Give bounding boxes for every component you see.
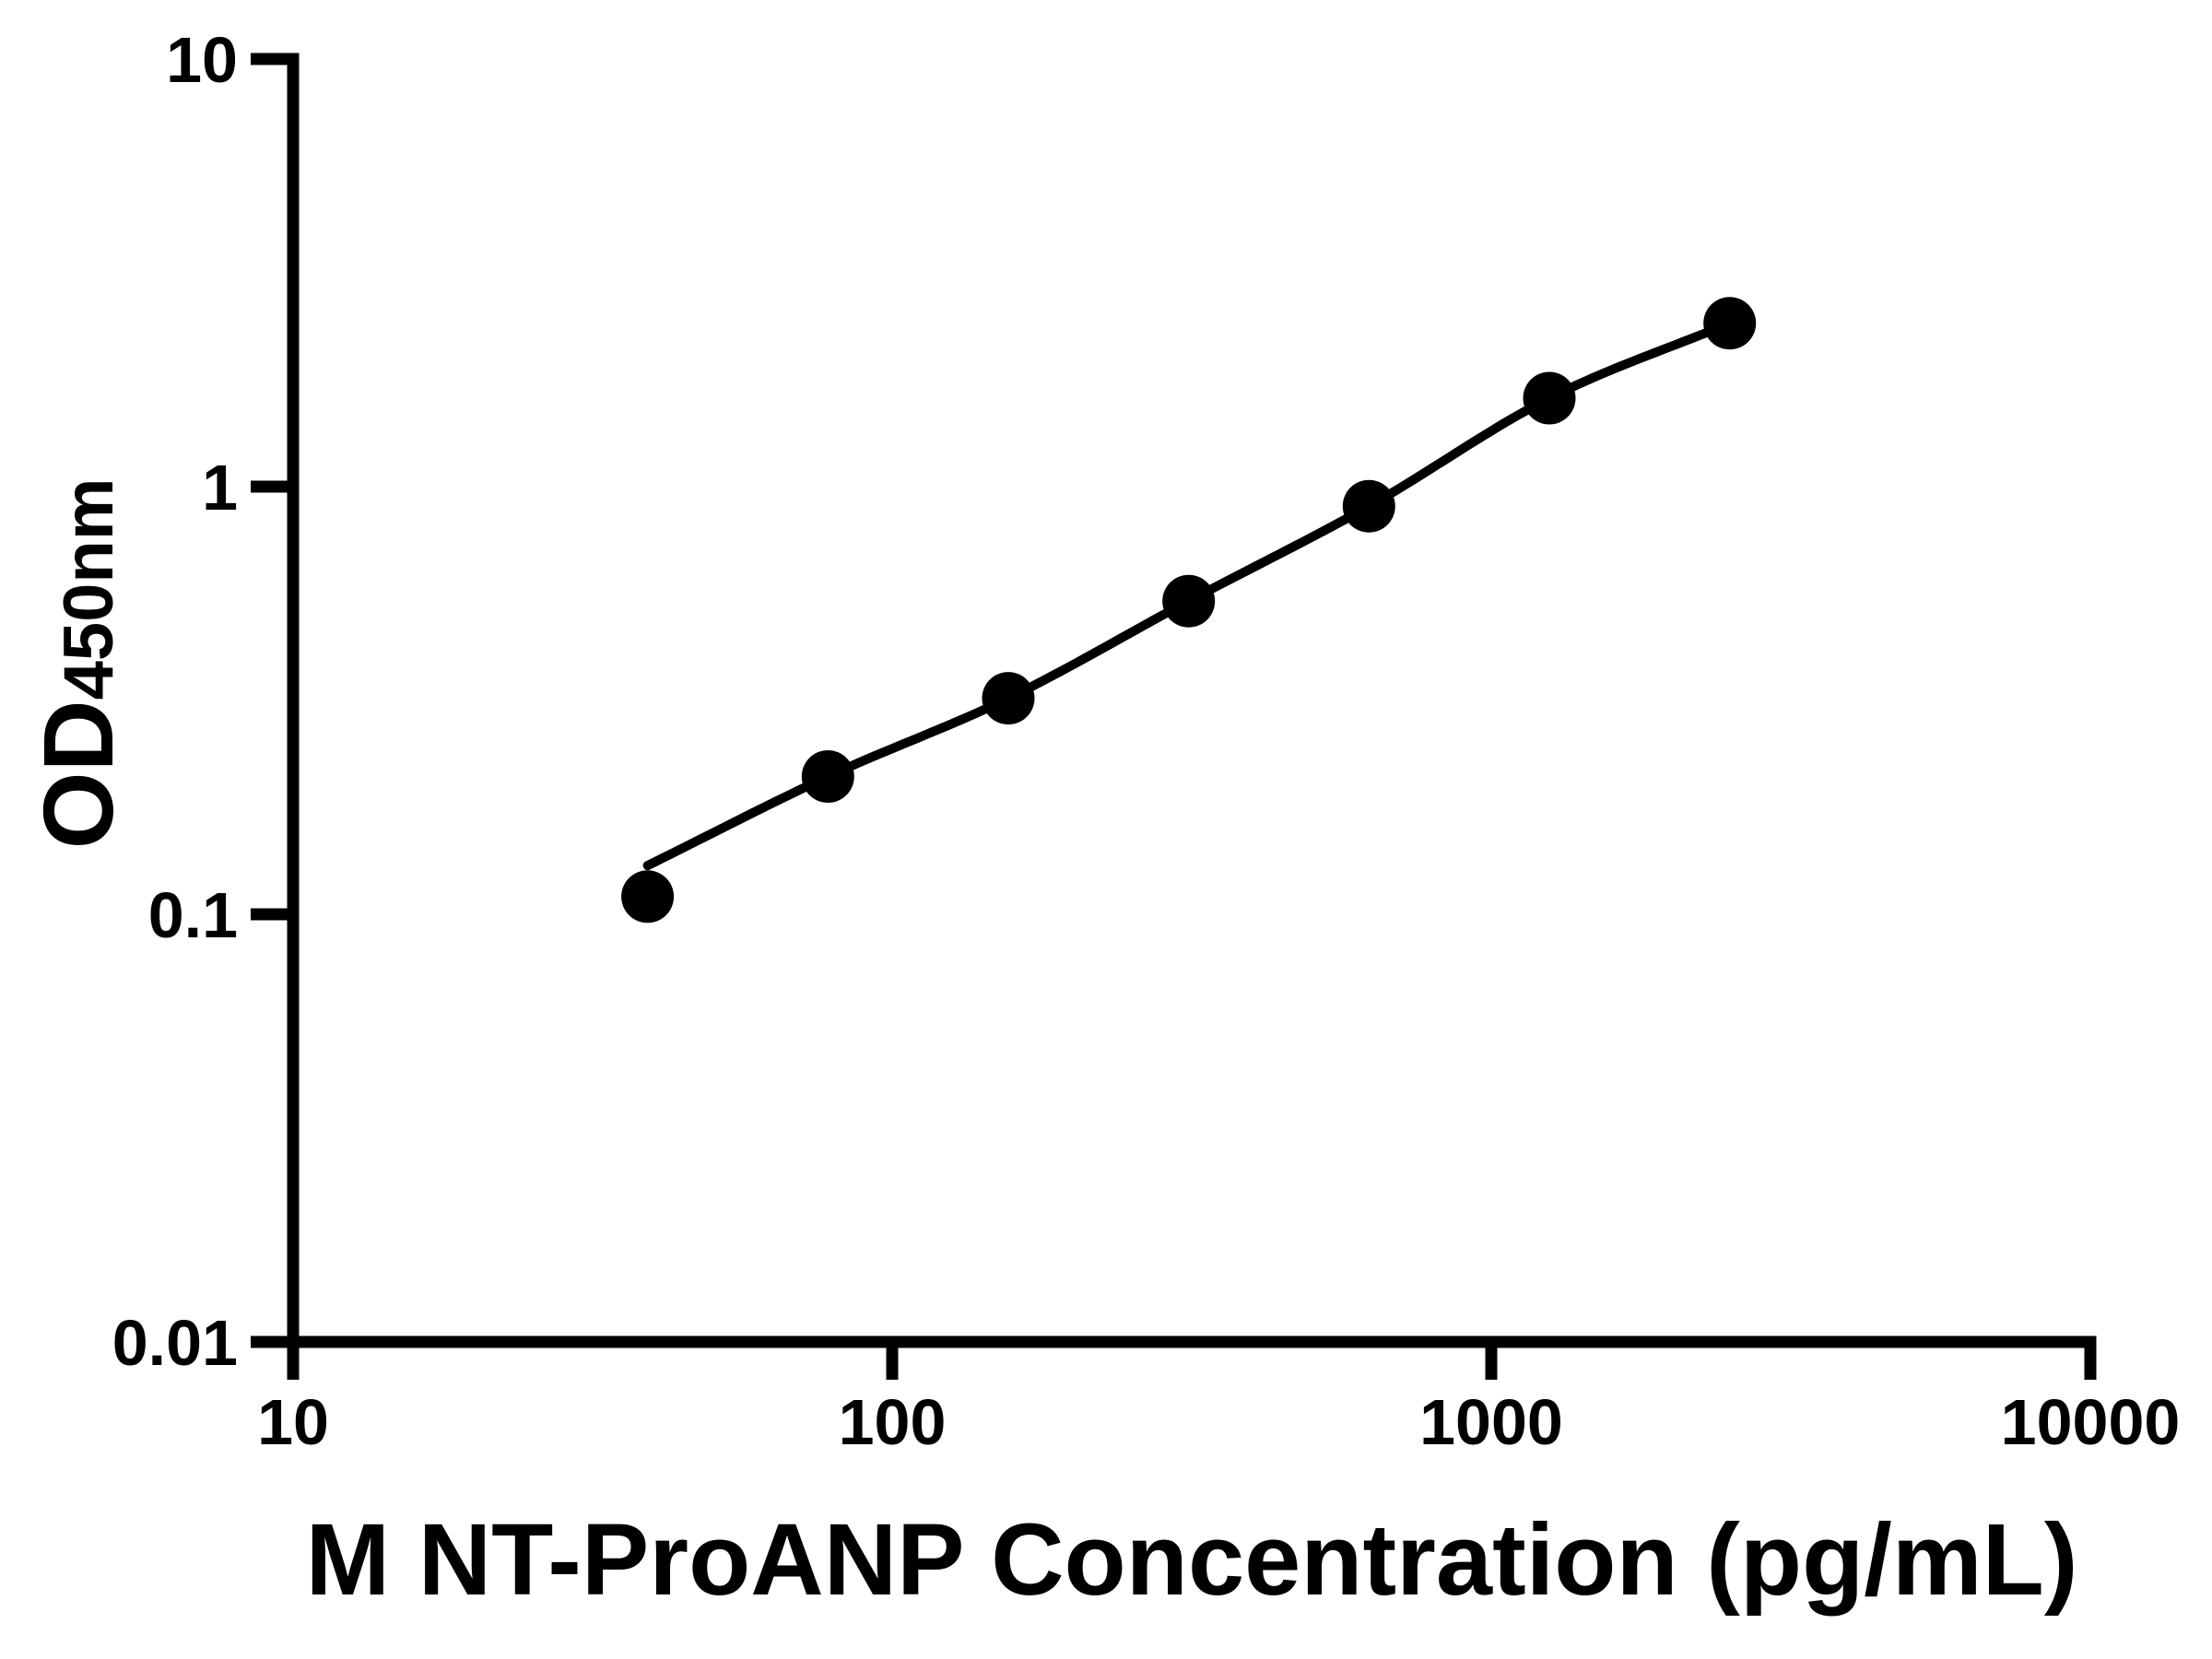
x-axis-title: M NT-ProANP Concentration (pg/mL) [306,1503,2078,1617]
x-tick-label: 1000 [1419,1386,1563,1458]
data-point [801,750,854,803]
x-axis-tick-labels: 10 100 1000 10000 [257,1386,2180,1458]
y-tick-label: 1 [202,452,238,524]
x-tick-label: 10 [257,1386,329,1458]
y-axis-title: OD450nm [22,478,134,850]
data-point [1703,297,1757,350]
y-tick-label: 0.1 [148,879,238,951]
data-point [982,672,1035,725]
data-point [1523,371,1576,425]
y-axis-tick-labels: 10 1 0.1 0.01 [112,24,238,1379]
y-axis-title-main: OD [22,700,134,849]
data-points [621,297,1757,924]
y-tick-label: 0.01 [112,1307,238,1379]
data-point [621,870,675,924]
y-axis-title-subscript: 450nm [50,478,128,700]
x-axis-ticks [287,1342,2097,1380]
x-tick-label: 100 [839,1386,947,1458]
data-point [1342,479,1395,533]
data-point [1162,574,1216,628]
y-tick-label: 10 [166,24,238,96]
x-tick-label: 10000 [2001,1386,2181,1458]
